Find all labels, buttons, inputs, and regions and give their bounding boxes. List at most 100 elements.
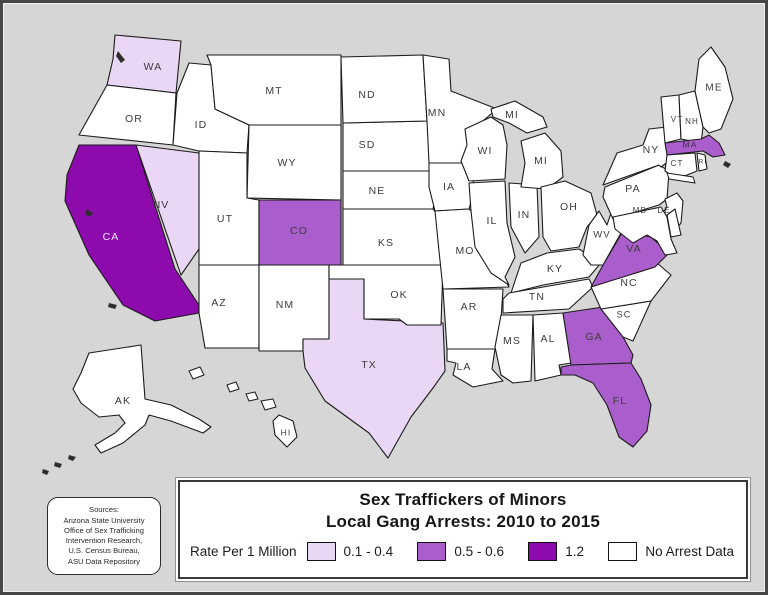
- state-label-nv: NV: [153, 199, 170, 211]
- state-label-tn: TN: [529, 291, 545, 303]
- state-label-mn: MN: [428, 107, 447, 119]
- state-label-nm: NM: [276, 299, 295, 311]
- state-label-ny: NY: [643, 144, 660, 156]
- aleutian-speck-2: [54, 462, 62, 468]
- state-label-pa: PA: [625, 183, 640, 195]
- state-ak: [72, 344, 212, 454]
- state-label-nc: NC: [620, 277, 637, 289]
- state-fl: [560, 362, 652, 448]
- state-wi: [460, 116, 508, 182]
- state-label-ga: GA: [585, 331, 602, 343]
- state-label-ok: OK: [390, 289, 407, 301]
- legend-range-label: 0.5 - 0.6: [454, 543, 504, 559]
- state-label-wv: WV: [593, 230, 611, 241]
- sources-line: Intervention Research,: [65, 536, 143, 545]
- state-label-va: VA: [626, 243, 641, 255]
- state-oh: [540, 180, 598, 252]
- state-label-md: MD: [633, 206, 648, 215]
- puget-sound-speck: [116, 51, 125, 63]
- sources-line: Office of Sex Trafficking: [64, 525, 144, 535]
- state-label-fl: FL: [613, 395, 627, 407]
- state-de: [666, 208, 682, 238]
- legend-swatch: [528, 541, 558, 561]
- state-label-ct: CT: [671, 159, 684, 168]
- aleutian-speck-3: [68, 455, 76, 461]
- legend: Rate Per 1 Million 0.1 - 0.4 0.5 - 0.6 1.2…: [180, 541, 746, 561]
- state-sd: [342, 120, 432, 172]
- us-choropleth-map: WA OR CA NV ID MT WY UT CO AZ NM TX OK KS NE SD ND MN IA MO…: [42, 34, 734, 475]
- legend-swatch: [306, 541, 336, 561]
- state-md: [612, 206, 678, 256]
- state-label-ut: UT: [217, 213, 233, 225]
- sf-bay-speck: [85, 209, 93, 217]
- state-label-ia: IA: [443, 181, 455, 193]
- boston-harbor-speck: [723, 161, 731, 168]
- state-label-ak: AK: [115, 395, 131, 407]
- state-label-or: OR: [125, 113, 143, 125]
- sources-line: Arizona State University: [63, 515, 145, 525]
- state-label-mo: MO: [455, 245, 474, 257]
- state-label-in: IN: [518, 209, 531, 221]
- legend-item: 0.1 - 0.4: [306, 541, 394, 561]
- hawaii-island-3: [245, 391, 259, 402]
- state-label-ca: CA: [103, 231, 120, 243]
- state-label-sd: SD: [359, 139, 376, 151]
- sources-line: U.S. Census Bureau,: [68, 546, 140, 556]
- state-label-oh: OH: [560, 201, 578, 213]
- legend-item: 0.5 - 0.6: [417, 541, 504, 561]
- state-label-ks: KS: [378, 237, 394, 249]
- state-mi_up: [490, 100, 548, 134]
- state-label-sc: SC: [617, 309, 632, 319]
- state-nh: [678, 90, 704, 144]
- state-la: [446, 348, 504, 388]
- legend-item: No Arrest Data: [608, 541, 734, 561]
- state-label-hi: HI: [281, 427, 292, 437]
- state-az: [198, 264, 260, 349]
- legend-item: 1.2: [528, 541, 585, 561]
- state-ne: [342, 168, 438, 210]
- state-label-ne: NE: [369, 185, 386, 197]
- state-label-ar: AR: [461, 301, 478, 313]
- state-label-ri: RI: [699, 159, 708, 166]
- state-label-wa: WA: [144, 61, 163, 73]
- state-label-me: ME: [705, 83, 722, 94]
- channel-islands-speck: [108, 303, 117, 309]
- title-legend-box: Sex Traffickers of Minors Local Gang Arr…: [178, 480, 748, 579]
- map-title-line-2: Local Gang Arrests: 2010 to 2015: [325, 512, 601, 532]
- state-ri: [696, 152, 708, 172]
- hawaii-island-4: [260, 398, 277, 411]
- state-label-wi: WI: [477, 145, 492, 157]
- state-label-ky: KY: [547, 263, 563, 275]
- state-label-la: LA: [456, 361, 471, 373]
- long-island: [666, 172, 696, 184]
- legend-title: Rate Per 1 Million: [190, 543, 297, 559]
- state-label-il: IL: [487, 215, 498, 227]
- sources-line: Sources:: [89, 505, 119, 515]
- state-label-ms: MS: [503, 335, 521, 347]
- state-label-mt: MT: [265, 85, 282, 97]
- legend-range-label: 1.2: [565, 543, 585, 559]
- state-ct: [664, 152, 698, 180]
- state-label-ma: MA: [683, 139, 698, 149]
- state-label-tx: TX: [361, 359, 377, 371]
- state-label-wy: WY: [277, 157, 296, 169]
- legend-items: 0.1 - 0.4 0.5 - 0.6 1.2 No Arrest Data: [306, 541, 734, 561]
- sources-box: Sources: Arizona State University Office…: [47, 497, 161, 575]
- aleutian-speck-1: [42, 469, 49, 475]
- state-nd: [340, 54, 428, 124]
- state-label-co: CO: [290, 225, 308, 237]
- state-label-az: AZ: [211, 297, 227, 309]
- state-il: [468, 180, 516, 286]
- legend-swatch: [417, 541, 447, 561]
- state-ar: [442, 288, 504, 350]
- state-ca: [64, 144, 200, 322]
- state-label-id: ID: [195, 119, 208, 131]
- hawaii-island-2: [226, 381, 240, 393]
- legend-swatch: [608, 541, 638, 561]
- state-label-de: DE: [657, 206, 670, 215]
- state-ms: [494, 314, 534, 384]
- legend-range-label: 0.1 - 0.4: [343, 543, 394, 559]
- state-hi: [272, 414, 298, 448]
- state-label-nh: NH: [685, 117, 699, 126]
